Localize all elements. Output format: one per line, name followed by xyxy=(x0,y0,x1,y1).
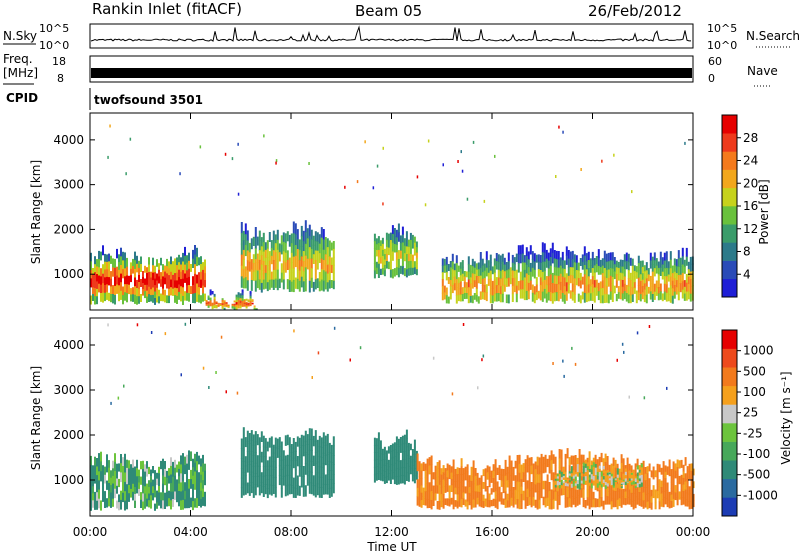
colorbar-swatch xyxy=(722,151,737,170)
noise-frame xyxy=(89,23,694,49)
colorbar-swatch xyxy=(722,278,737,298)
colorbar-swatch xyxy=(722,478,737,498)
beam-title: Beam 05 xyxy=(355,2,422,20)
y-tick-label: 1000 xyxy=(53,473,84,487)
power-y-ticks: 1000 2000 3000 4000 xyxy=(53,133,693,281)
colorbar-tick-label: 8 xyxy=(743,245,751,259)
x-tick-label: 16:00 xyxy=(475,525,510,539)
colorbar-tick-label: 24 xyxy=(743,154,758,168)
y-tick-label: 1000 xyxy=(53,267,84,281)
colorbar-tick-label: -500 xyxy=(743,468,770,482)
colorbar-tick-label: -25 xyxy=(743,426,763,440)
x-tick-label: 08:00 xyxy=(274,525,309,539)
y-tick-label: 3000 xyxy=(53,178,84,192)
velocity-panel: 1000 2000 3000 4000 Slant Range [km] 1000 50… xyxy=(29,317,793,517)
station-title: Rankin Inlet (fitACF) xyxy=(92,0,242,18)
velocity-y-ticks: 1000 2000 3000 4000 xyxy=(53,338,693,487)
colorbar-swatch xyxy=(722,367,737,387)
colorbar-swatch xyxy=(722,133,737,152)
colorbar-swatch xyxy=(722,224,737,243)
power-colorbar: 28 24 20 16 12 8 4 xyxy=(721,114,758,298)
y-tick-label: 2000 xyxy=(53,428,84,442)
y-tick-label: 2000 xyxy=(53,222,84,236)
y-tick-label: 4000 xyxy=(53,133,84,147)
x-tick-label: 00:00 xyxy=(73,525,108,539)
colorbar-swatch xyxy=(722,115,737,134)
cpid-label: CPID xyxy=(6,91,38,105)
colorbar-swatch xyxy=(722,423,737,442)
x-tick-label: 04:00 xyxy=(173,525,208,539)
y-tick-label: 3000 xyxy=(53,383,84,397)
freq-tick-bottom: 8 xyxy=(57,72,64,85)
noise-sky-label: N.Sky xyxy=(3,29,37,43)
colorbar-tick-label: 1000 xyxy=(743,344,774,358)
power-colorbar-label: Power [dB] xyxy=(757,179,771,244)
nave-tick-top: 60 xyxy=(708,55,722,68)
velocity-colorbar: 1000 500 100 25 -25 -100 -500 -1000 xyxy=(721,329,778,517)
freq-tick-top: 18 xyxy=(52,55,66,68)
nave-label: Nave xyxy=(747,64,778,78)
time-axis-label: Time UT xyxy=(366,540,417,554)
power-panel: 1000 2000 3000 4000 Slant Range [km] 28 24 20… xyxy=(29,112,771,311)
colorbar-swatch xyxy=(722,169,737,189)
colorbar-swatch xyxy=(722,441,737,461)
x-tick-label: 12:00 xyxy=(374,525,409,539)
velocity-colorbar-label: Velocity [m s⁻¹] xyxy=(779,371,793,464)
freq-unit-label: [MHz] xyxy=(3,66,38,80)
noise-tick-top-right: 10^5 xyxy=(707,22,737,35)
noise-panel: N.Sky 10^5 10^0 10^5 10^0 N.Search xyxy=(3,22,800,52)
colorbar-swatch xyxy=(722,330,737,349)
noise-tick-bottom-right: 10^0 xyxy=(707,39,737,52)
colorbar-swatch xyxy=(722,404,737,424)
colorbar-swatch xyxy=(722,187,737,207)
colorbar-swatch xyxy=(722,460,737,480)
x-tick-label: 00:00 xyxy=(676,525,711,539)
freq-label: Freq. xyxy=(3,52,33,66)
colorbar-tick-label: 4 xyxy=(743,267,751,281)
date-title: 26/Feb/2012 xyxy=(588,2,682,20)
noise-search-label: N.Search xyxy=(746,29,800,43)
nave-tick-bottom: 0 xyxy=(708,72,715,85)
power-plot-area xyxy=(90,124,694,311)
colorbar-tick-label: -1000 xyxy=(743,488,778,502)
freq-panel: Freq. [MHz] 18 8 60 0 Nave xyxy=(3,52,778,87)
colorbar-tick-label: 12 xyxy=(743,222,758,236)
colorbar-tick-label: 28 xyxy=(743,131,758,145)
colorbar-swatch xyxy=(722,385,737,405)
velocity-ylabel: Slant Range [km] xyxy=(29,366,43,470)
noise-tick-bottom-left: 10^0 xyxy=(39,39,69,52)
colorbar-swatch xyxy=(722,206,737,225)
x-tick-label: 20:00 xyxy=(575,525,610,539)
colorbar-tick-label: 500 xyxy=(743,364,766,378)
colorbar-tick-label: -100 xyxy=(743,447,770,461)
power-ylabel: Slant Range [km] xyxy=(29,160,43,264)
colorbar-tick-label: 100 xyxy=(743,385,766,399)
cpid-panel: CPID twofsound 3501 xyxy=(6,88,203,110)
colorbar-swatch xyxy=(722,348,737,368)
velocity-plot-area xyxy=(90,322,695,511)
freq-frame xyxy=(89,55,694,83)
cpid-program: twofsound 3501 xyxy=(94,93,203,107)
freq-trace xyxy=(91,68,692,78)
noise-tick-top-left: 10^5 xyxy=(39,22,69,35)
time-axis-ticks: 00:00 04:00 08:00 12:00 16:00 20:00 00:00 xyxy=(73,113,711,539)
noise-trace xyxy=(90,25,691,42)
y-tick-label: 4000 xyxy=(53,338,84,352)
colorbar-tick-label: 20 xyxy=(743,176,758,190)
colorbar-swatch xyxy=(722,497,737,517)
colorbar-tick-label: 25 xyxy=(743,406,758,420)
colorbar-tick-label: 16 xyxy=(743,199,758,213)
colorbar-swatch xyxy=(722,260,737,280)
colorbar-swatch xyxy=(722,242,737,261)
